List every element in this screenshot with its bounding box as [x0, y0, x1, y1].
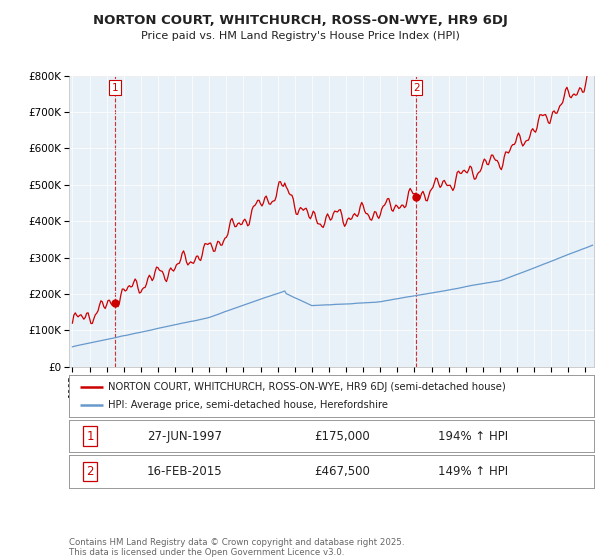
Text: £175,000: £175,000	[314, 430, 370, 443]
Text: 2: 2	[86, 465, 94, 478]
Text: 149% ↑ HPI: 149% ↑ HPI	[438, 465, 508, 478]
Text: NORTON COURT, WHITCHURCH, ROSS-ON-WYE, HR9 6DJ (semi-detached house): NORTON COURT, WHITCHURCH, ROSS-ON-WYE, H…	[109, 382, 506, 392]
Text: HPI: Average price, semi-detached house, Herefordshire: HPI: Average price, semi-detached house,…	[109, 400, 388, 410]
Text: Contains HM Land Registry data © Crown copyright and database right 2025.
This d: Contains HM Land Registry data © Crown c…	[69, 538, 404, 557]
Text: 16-FEB-2015: 16-FEB-2015	[146, 465, 223, 478]
Text: 1: 1	[86, 430, 94, 443]
Text: 2: 2	[413, 83, 420, 93]
Text: 27-JUN-1997: 27-JUN-1997	[147, 430, 222, 443]
Text: 194% ↑ HPI: 194% ↑ HPI	[438, 430, 508, 443]
Text: NORTON COURT, WHITCHURCH, ROSS-ON-WYE, HR9 6DJ: NORTON COURT, WHITCHURCH, ROSS-ON-WYE, H…	[92, 14, 508, 27]
Text: Price paid vs. HM Land Registry's House Price Index (HPI): Price paid vs. HM Land Registry's House …	[140, 31, 460, 41]
Text: £467,500: £467,500	[314, 465, 370, 478]
Text: 1: 1	[112, 83, 118, 93]
